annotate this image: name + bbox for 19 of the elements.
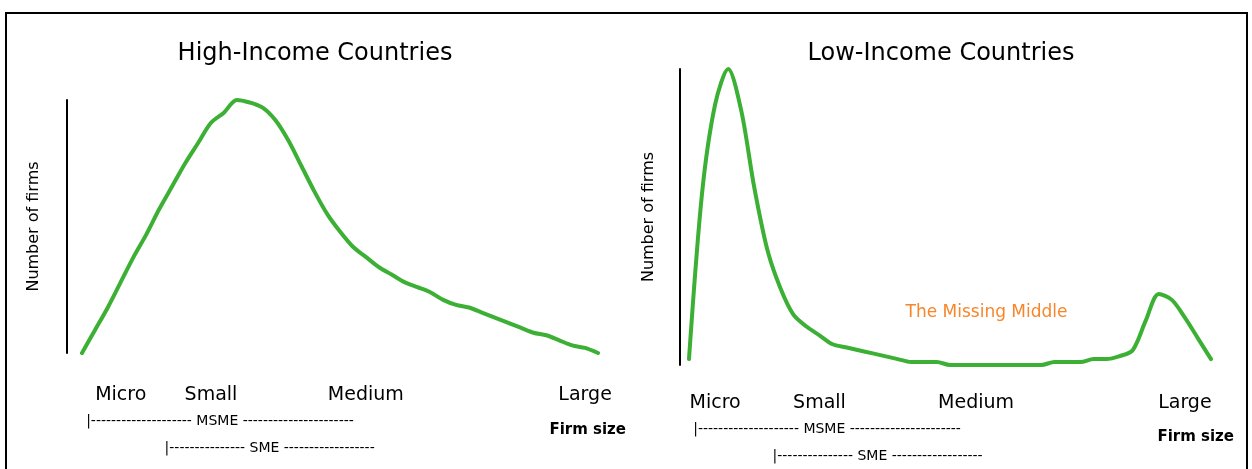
x-tick-label: Medium: [327, 381, 404, 404]
text: |--------------- SME ------------------: [772, 447, 983, 464]
x-axis-title: Firm size: [549, 419, 627, 438]
x-tick-label: Small: [793, 389, 846, 412]
chart-title: Low-Income Countries: [807, 38, 1075, 66]
x-tick-label: Small: [184, 381, 238, 404]
x-axis-title: Firm size: [1157, 426, 1235, 445]
x-tick-label: Micro: [95, 381, 147, 404]
x-tick-label: Large: [558, 381, 612, 404]
text: |--------------- SME ------------------: [164, 439, 375, 456]
y-axis-title: Number of firms: [22, 161, 42, 292]
y-axis-title: Number of firms: [637, 151, 657, 283]
annotation: The Missing Middle: [904, 301, 1068, 321]
x-tick-label: Medium: [938, 389, 1015, 412]
x-tick-label: Large: [1158, 389, 1212, 412]
x-tick-label: Micro: [689, 389, 741, 412]
text: |-------------------- MSME ----------------------: [86, 412, 354, 429]
chart-title: High-Income Countries: [177, 38, 453, 66]
text: |-------------------- MSME ----------------------: [693, 420, 961, 437]
